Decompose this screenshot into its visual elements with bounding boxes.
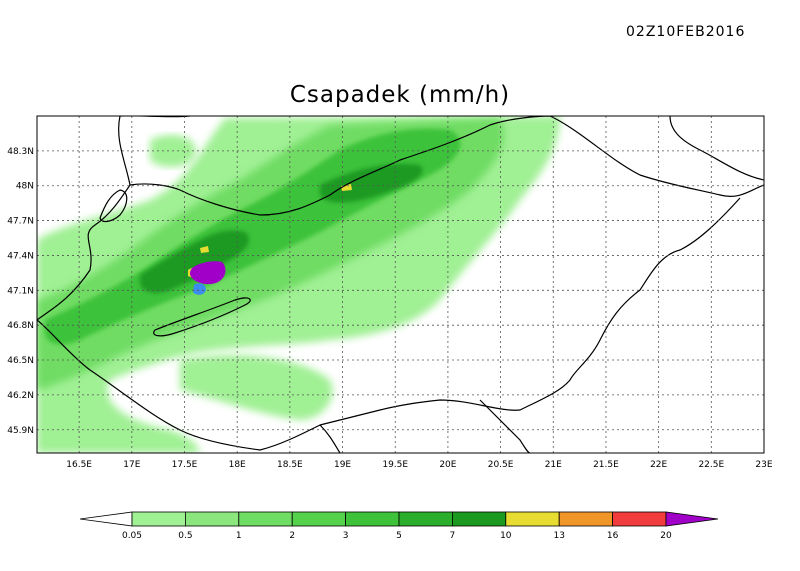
- neusiedl-shoreline: [99, 189, 128, 223]
- croatia-border: [319, 424, 341, 453]
- precip-area-10b: [200, 246, 209, 253]
- latitude-labels: 48.3N 48N 47.7N 47.4N 47.1N 46.8N 46.5N 46.2N 45…: [7, 147, 34, 436]
- scale-high-arrow: [665, 511, 719, 527]
- lat-tick-label: 46.5N: [7, 356, 34, 366]
- lat-tick-label: 46.2N: [7, 391, 34, 401]
- scale-label: 0.05: [122, 531, 142, 541]
- lat-tick-label: 47.1N: [7, 286, 34, 296]
- hungary-border: [37, 116, 764, 451]
- lat-tick-label: 46.8N: [7, 321, 34, 331]
- scale-label: 16: [607, 531, 619, 541]
- lon-tick-label: 20.5E: [488, 460, 514, 470]
- scale-label: 20: [660, 531, 672, 541]
- scale-box: [291, 511, 347, 527]
- scale-box: [398, 511, 453, 527]
- scale-box: [345, 511, 400, 527]
- scale-label: 10: [500, 531, 512, 541]
- map-title: Csapadek (mm/h): [289, 82, 511, 108]
- map-gridlines: [37, 116, 764, 453]
- scale-label: 13: [553, 531, 564, 541]
- lon-tick-label: 20E: [439, 460, 456, 470]
- lon-tick-label: 23E: [755, 460, 772, 470]
- scale-low-arrow: [79, 511, 133, 527]
- map-frame: [36, 115, 765, 454]
- lon-tick-label: 22.5E: [698, 460, 724, 470]
- lat-tick-label: 45.9N: [7, 426, 34, 436]
- lon-tick-label: 21E: [545, 460, 562, 470]
- lat-tick-label: 48N: [16, 182, 34, 192]
- precip-area-16: [193, 283, 206, 295]
- lon-tick-label: 16.5E: [66, 460, 92, 470]
- lon-tick-label: 22E: [650, 460, 667, 470]
- scale-box: [505, 511, 560, 527]
- lon-tick-label: 21.5E: [593, 460, 619, 470]
- lon-tick-label: 18.5E: [277, 460, 303, 470]
- precip-area-20: [189, 261, 226, 285]
- lon-tick-label: 18E: [229, 460, 246, 470]
- scale-box: [184, 511, 240, 527]
- balaton-shoreline: [153, 297, 251, 337]
- lat-tick-label: 47.7N: [7, 217, 34, 227]
- scale-label: 5: [396, 531, 402, 541]
- scale-box: [131, 511, 186, 527]
- lon-tick-label: 19.5E: [382, 460, 408, 470]
- scale-label: 1: [236, 531, 242, 541]
- lon-tick-label: 19E: [334, 460, 351, 470]
- scale-box: [238, 511, 293, 527]
- scale-box: [558, 511, 614, 527]
- precip-area-0.5c: [180, 355, 333, 420]
- scale-label: 0.5: [178, 531, 192, 541]
- lat-tick-label: 47.4N: [7, 251, 34, 261]
- serbia-border: [479, 399, 531, 453]
- longitude-labels: 16.5E 17E 17.5E 18E 18.5E 19E 19.5E 20E 20.5E 21E…: [66, 460, 773, 470]
- color-scale-labels: 0.05 0.5 1 2 3 5 7 10 13 16 20: [122, 531, 672, 541]
- precip-area-7b: [320, 163, 423, 203]
- lon-tick-label: 17.5E: [172, 460, 198, 470]
- scale-box: [451, 511, 507, 527]
- precip-area-7: [140, 230, 250, 293]
- scale-label: 2: [289, 531, 295, 541]
- romania-border: [669, 116, 764, 181]
- timestamp: 02Z10FEB2016: [626, 24, 746, 40]
- scale-label: 3: [343, 531, 349, 541]
- scale-box: [612, 511, 667, 527]
- scale-label: 7: [450, 531, 456, 541]
- color-scale-bar: [79, 511, 719, 527]
- lat-tick-label: 48.3N: [7, 147, 34, 157]
- lon-tick-label: 17E: [123, 460, 140, 470]
